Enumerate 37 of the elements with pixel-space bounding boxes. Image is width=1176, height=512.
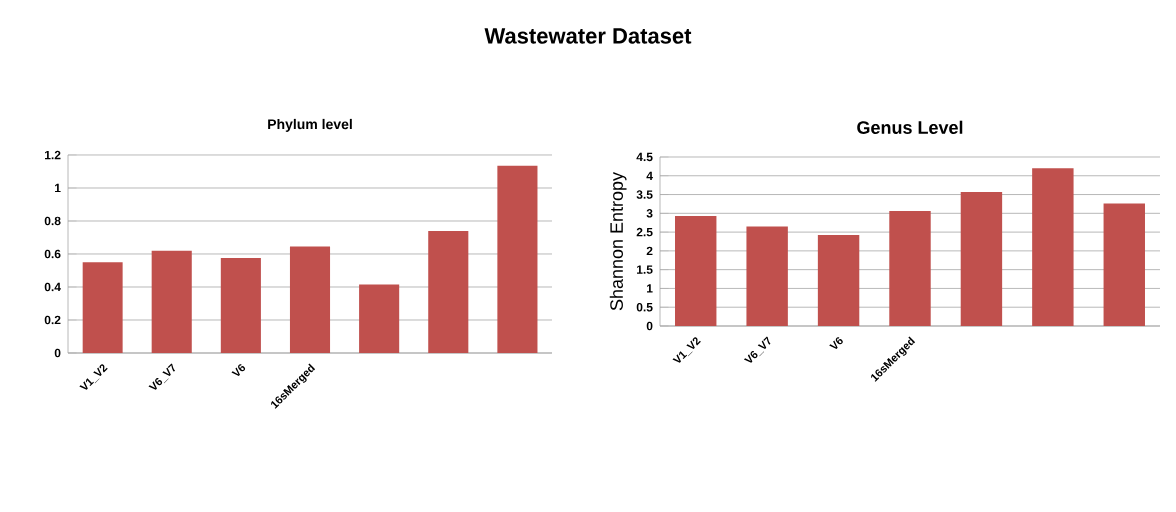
y-tick-label: 3.5 (636, 190, 653, 199)
bar (675, 215, 717, 326)
bar (1032, 168, 1074, 326)
y-tick-label: 1.5 (637, 265, 653, 274)
y-tick-label: 1 (55, 183, 61, 193)
x-tick-label: V6 (231, 364, 246, 376)
y-tick-label: 2.5 (636, 227, 653, 237)
y-tick-label: 3 (646, 209, 653, 218)
y-tick-label: 0.6 (44, 249, 61, 259)
bar (428, 230, 469, 353)
y-tick-label: 0 (54, 348, 61, 358)
bar (82, 262, 123, 353)
bar (817, 235, 860, 326)
chart-title: Genus Level (857, 120, 963, 134)
bar (746, 226, 788, 326)
y-tick-label: 0 (646, 321, 653, 331)
bar (960, 191, 1003, 326)
y-tick-label: 1.2 (45, 150, 61, 160)
x-tick-label: V6 (829, 337, 843, 349)
y-axis-title: Shannon Entropy (609, 172, 627, 311)
y-tick-label: 0.2 (44, 315, 61, 325)
y-tick-label: 0.4 (44, 282, 61, 292)
y-tick-label: 4 (646, 171, 653, 180)
y-tick-label: 2 (646, 246, 653, 256)
bar (359, 284, 400, 353)
bar (497, 165, 538, 353)
chart-title: Phylum level (268, 118, 352, 132)
bar (151, 250, 192, 353)
bar (889, 211, 931, 326)
y-tick-label: 0.5 (636, 302, 653, 312)
bar (1103, 203, 1145, 326)
bar (289, 246, 331, 353)
y-tick-label: 4.5 (636, 152, 653, 162)
text: Wastewater Dataset (484, 28, 692, 44)
bar (220, 258, 261, 353)
y-tick-label: 0.8 (44, 216, 61, 226)
y-tick-label: 1 (647, 284, 653, 293)
